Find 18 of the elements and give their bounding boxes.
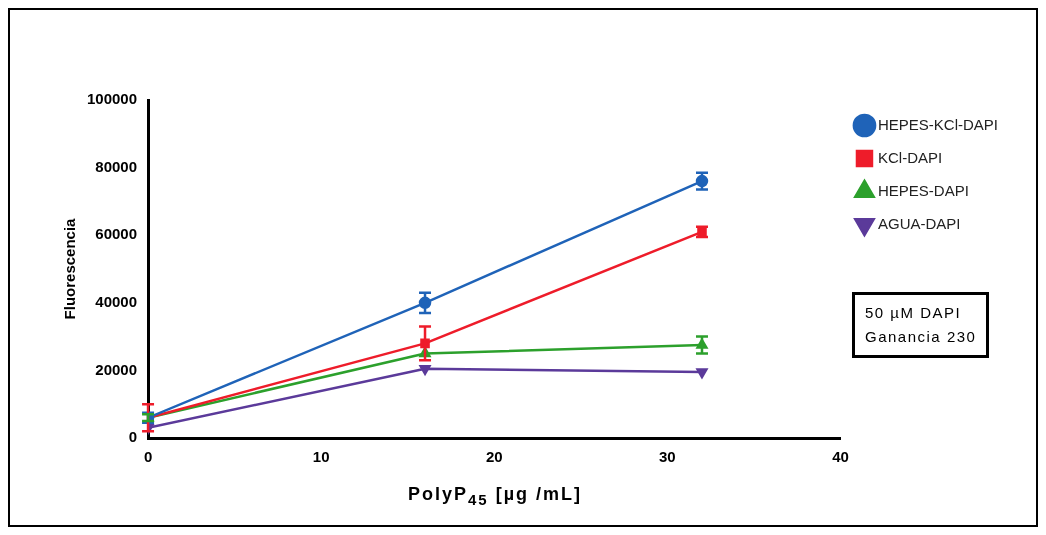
x-tick-label: 20 [485,448,503,466]
legend-label: AGUA-DAPI [877,214,961,232]
y-tick-label: 80000 [95,157,138,175]
y-tick-label: 20000 [95,360,138,378]
legend-label: HEPES-DAPI [877,181,969,199]
y-tick-label: 60000 [95,225,138,243]
x-tick-label: 0 [143,448,153,466]
x-tick-label: 10 [312,448,330,466]
x-axis-title: PolyP$_{45}$ [µg /mL] [406,484,584,508]
y-tick-label: 100000 [86,90,138,108]
x-tick-label: 30 [659,448,676,466]
legend-label: HEPES-KCl-DAPI [877,115,999,133]
y-axis-title: Fluorescencia [61,217,79,320]
y-tick-label: 40000 [95,292,138,310]
x-tick-label: 40 [832,448,849,466]
y-tick-label: 0 [128,428,138,446]
legend-label: KCl-DAPI [877,148,943,166]
text: 50 µM DAPI Ganancia 230 [852,292,990,358]
